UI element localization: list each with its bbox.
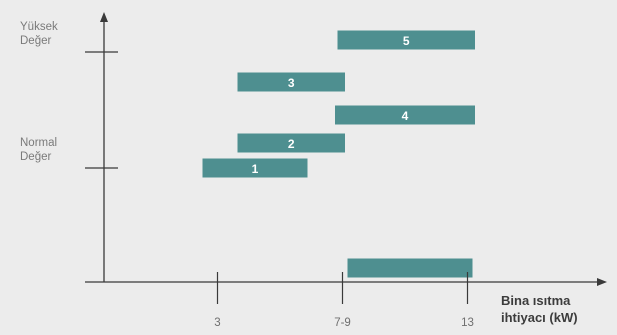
bar-label: 2 — [288, 137, 295, 151]
x-tick-label: 13 — [461, 317, 474, 329]
y-axis-arrow — [100, 12, 108, 22]
bar-label: 4 — [402, 109, 409, 123]
y-level-label: Yüksek Değer — [20, 21, 58, 47]
bar — [347, 258, 473, 278]
bar — [237, 72, 345, 92]
y-labels: Yüksek Değer Normal Değer — [20, 21, 118, 169]
x-tick-label: 3 — [214, 317, 220, 329]
bar-label: 3 — [288, 76, 295, 90]
x-axis-arrow — [597, 278, 607, 286]
bar — [337, 30, 475, 50]
bar-label: 5 — [403, 34, 410, 48]
bar — [202, 158, 308, 178]
x-axis-title: Bina ısıtma ihtiyacı (kW) — [501, 293, 578, 325]
bar — [335, 105, 475, 125]
x-tick-label: 7-9 — [334, 317, 351, 329]
bars: 5 3 4 2 1 — [202, 30, 475, 278]
bar-label: 1 — [252, 162, 259, 176]
axes — [85, 12, 607, 286]
x-axis-title-text: Bina ısıtma ihtiyacı (kW) — [501, 293, 578, 325]
bar — [237, 133, 345, 153]
y-level-label: Normal Değer — [20, 137, 57, 163]
x-ticks: 3 7-9 13 — [214, 272, 474, 329]
